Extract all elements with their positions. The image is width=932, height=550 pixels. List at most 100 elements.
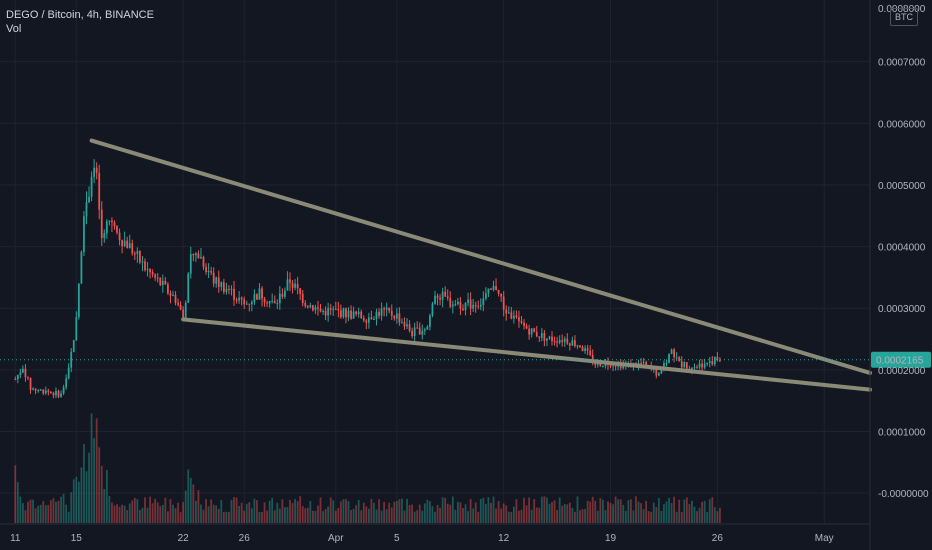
candle-body <box>80 251 83 284</box>
candle-body <box>467 299 469 304</box>
volume-bar <box>398 499 401 523</box>
candle-body <box>200 256 202 259</box>
volume-bar <box>632 510 635 523</box>
volume-bar <box>627 500 630 523</box>
volume-bar <box>668 497 670 523</box>
candle-body <box>233 288 235 300</box>
volume-bar <box>563 504 566 523</box>
volume-bar <box>278 508 281 523</box>
candle-body <box>266 302 268 304</box>
volume-bar <box>596 510 599 523</box>
last-price-tag <box>871 351 931 368</box>
volume-bar <box>479 498 482 523</box>
volume-bar <box>141 507 144 523</box>
volume-bar <box>701 502 703 523</box>
volume-bar <box>477 511 480 523</box>
volume-bar <box>423 503 426 523</box>
volume-bar <box>355 505 358 523</box>
candle-body <box>67 367 70 379</box>
candle-body <box>126 240 129 249</box>
candle-body <box>497 289 500 294</box>
volume-bar <box>27 501 29 523</box>
candle-body <box>57 390 60 397</box>
candle-body <box>141 261 144 263</box>
trendlines[interactable] <box>89 138 872 392</box>
volume-bar <box>604 510 607 523</box>
volume-bar <box>708 499 711 523</box>
candle-body <box>505 309 508 314</box>
volume-bar <box>474 502 477 523</box>
volume-bar <box>62 493 65 523</box>
volume-bar <box>568 502 571 523</box>
volume-bar <box>156 502 159 523</box>
volume-bar <box>139 510 141 523</box>
candle-body <box>584 348 586 352</box>
volume-bar <box>624 510 627 523</box>
candle-body <box>19 372 22 375</box>
price-tick-label-top: 0.0008000 <box>878 4 926 15</box>
candle-body <box>62 387 65 394</box>
volume-bar <box>136 499 139 523</box>
volume-bar <box>584 508 586 523</box>
time-tick-label: 19 <box>605 533 617 544</box>
candle-body <box>642 361 645 364</box>
price-axis[interactable]: 0.0007000 0.0006000 0.0005000 0.0004000 0.00… <box>878 4 929 500</box>
volume-bar <box>238 505 241 523</box>
volume-bar <box>629 499 632 523</box>
candle-body <box>698 363 701 368</box>
grid <box>0 0 870 524</box>
candle-body <box>719 359 721 361</box>
volume-bar <box>286 507 289 523</box>
candle-body <box>383 308 386 310</box>
candle-body <box>434 295 436 304</box>
volume-bar <box>334 510 337 523</box>
candle-body <box>322 310 324 312</box>
candle-body <box>665 362 668 364</box>
volume-bar <box>276 502 279 523</box>
candle-body <box>429 315 431 327</box>
volume-bar <box>146 507 149 523</box>
volume-bar <box>650 511 653 523</box>
candle-body <box>675 357 678 359</box>
candle-body <box>540 333 543 338</box>
candle-body <box>299 288 302 294</box>
candle-body <box>27 377 29 379</box>
volume-bar <box>640 503 642 523</box>
volume-bar <box>179 512 182 523</box>
candle-body <box>345 308 347 318</box>
currency-badge[interactable]: BTC <box>890 8 918 26</box>
volume-bar <box>184 490 187 523</box>
volume-indicator-label[interactable]: Vol <box>6 23 22 35</box>
candle-body <box>222 282 225 293</box>
candle-body <box>673 349 676 358</box>
candle-body <box>645 361 648 366</box>
symbol-title[interactable]: DEGO / Bitcoin, 4h, BINANCE <box>6 9 154 21</box>
candle-body <box>668 353 670 363</box>
candle-body <box>530 328 533 335</box>
candle-body <box>29 378 32 390</box>
time-tick-label: 26 <box>239 533 251 544</box>
volume-bar <box>507 511 510 523</box>
last-price-line: 0.0002165 <box>0 351 931 368</box>
candle-body <box>622 364 625 369</box>
volume-bar <box>464 504 467 523</box>
candle-body <box>589 350 592 355</box>
candle-body <box>245 303 248 305</box>
volume-bar <box>660 511 663 523</box>
volume-bar <box>441 497 444 523</box>
volume-bar <box>602 499 604 523</box>
candle-body <box>83 216 85 252</box>
candle-body <box>235 299 238 301</box>
volume-bar <box>706 511 709 523</box>
volume-bar <box>622 504 625 523</box>
candle-body <box>174 295 177 303</box>
candle-body <box>161 280 164 286</box>
time-axis[interactable]: 11 15 22 26 Apr 5 12 19 26 May <box>10 533 834 544</box>
candle-body <box>655 369 658 376</box>
candle-body <box>136 251 139 254</box>
volume-bar <box>60 496 62 523</box>
candle-body <box>243 299 246 305</box>
volume-bar <box>571 507 574 523</box>
